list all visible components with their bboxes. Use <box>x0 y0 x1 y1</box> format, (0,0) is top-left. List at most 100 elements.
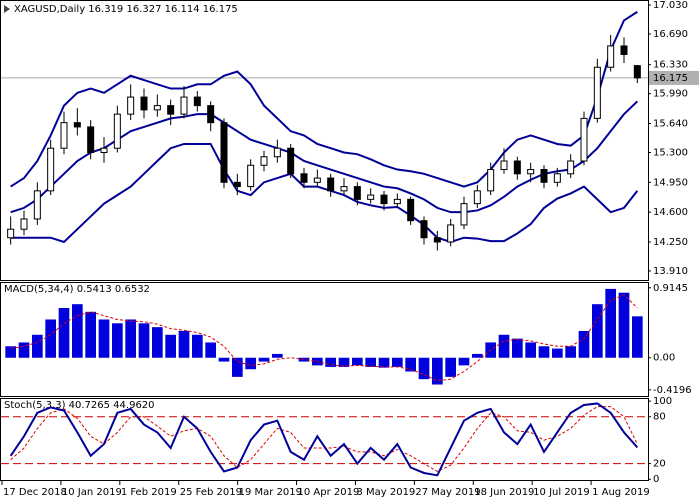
candle-body <box>327 177 335 192</box>
candle-body <box>7 228 15 239</box>
candle-body <box>353 186 361 200</box>
macd-bar <box>232 357 243 377</box>
last-price-label: 16.175 <box>653 73 688 84</box>
macd-title: MACD(5,34,4) 0.5413 0.6532 <box>4 284 150 295</box>
y-tick-label: 14.250 <box>653 237 688 248</box>
candle-body <box>513 160 521 175</box>
candle-body <box>100 147 108 153</box>
macd-bar <box>472 353 483 358</box>
y-tick-label: 0 <box>653 474 659 485</box>
candle-body <box>500 160 508 171</box>
y-tick-label: 15.990 <box>653 89 688 100</box>
macd-bar <box>578 330 590 358</box>
candle-body <box>260 156 268 166</box>
candle-body <box>393 198 401 205</box>
candle-body <box>313 177 321 183</box>
candle-body <box>340 186 348 192</box>
macd-bar <box>258 357 270 362</box>
macd-bar <box>378 357 390 368</box>
macd-bar <box>418 357 430 380</box>
macd-bar <box>338 357 350 367</box>
candle-body <box>207 105 215 124</box>
macd-bar <box>218 357 230 362</box>
x-tick-label: 27 May 2019 <box>415 487 480 498</box>
candle-body <box>540 169 548 183</box>
macd-bar <box>512 338 523 358</box>
candle-body <box>87 126 95 153</box>
x-tick-label: 3 May 2019 <box>356 487 415 498</box>
macd-bar <box>632 316 643 358</box>
last-price-box <box>649 70 699 85</box>
macd-panel <box>0 282 649 397</box>
macd-bar <box>365 357 376 367</box>
macd-bar <box>178 330 190 358</box>
candle-body <box>460 203 468 226</box>
macd-bar <box>152 327 163 358</box>
band-upper <box>10 11 638 188</box>
candle-body <box>193 96 201 107</box>
candle-body <box>233 181 241 188</box>
candle-body <box>567 160 575 175</box>
candle-body <box>47 147 55 192</box>
candle-body <box>487 169 495 192</box>
macd-bar <box>272 353 283 358</box>
x-tick-label: 10 Jul 2019 <box>533 487 590 498</box>
y-tick-label: 14.950 <box>653 177 688 188</box>
macd-bar <box>138 323 150 358</box>
candle-body <box>447 224 455 243</box>
y-tick-label: 17.030 <box>653 0 688 11</box>
y-tick-label: 80 <box>653 412 666 423</box>
y-tick-label: -0.4196 <box>653 385 692 396</box>
band-lower <box>10 142 639 244</box>
candle-body <box>167 105 175 115</box>
candle-body <box>33 190 41 220</box>
band-middle <box>10 100 639 214</box>
candle-body <box>247 164 255 188</box>
stoch-signal <box>10 406 638 472</box>
y-tick-label: 14.600 <box>653 207 688 218</box>
candle-body <box>527 169 535 175</box>
macd-bar <box>72 304 83 358</box>
macd-bar <box>165 334 176 358</box>
candle-body <box>593 66 601 119</box>
candle-body <box>580 117 588 162</box>
y-tick-label: 16.330 <box>653 60 688 71</box>
candle-body <box>607 45 615 68</box>
y-tick-label: 15.640 <box>653 119 688 130</box>
price-panel <box>0 0 649 281</box>
macd-bar <box>112 323 123 358</box>
candle-body <box>287 147 295 175</box>
macd-bar <box>605 288 616 358</box>
x-tick-label: 1 Aug 2019 <box>592 487 650 498</box>
candle-body <box>140 96 148 111</box>
macd-bar <box>498 334 510 358</box>
x-tick-label: 17 Dec 2018 <box>3 487 67 498</box>
macd-bar <box>205 342 216 358</box>
candle-body <box>273 147 281 158</box>
macd-bar <box>552 348 563 358</box>
stoch-panel <box>0 398 649 481</box>
macd-bar <box>432 357 443 385</box>
candle-body <box>60 122 68 149</box>
y-tick-label: 0.00 <box>653 353 675 364</box>
macd-bar <box>525 342 536 358</box>
y-tick-label: 100 <box>653 396 672 407</box>
macd-bar <box>405 357 416 372</box>
y-tick-label: 20 <box>653 459 666 470</box>
candle-body <box>407 198 415 222</box>
candle-body <box>300 173 308 183</box>
candle-body <box>620 45 628 55</box>
x-tick-label: 19 Mar 2019 <box>239 487 302 498</box>
x-tick-label: 10 Apr 2019 <box>298 487 360 498</box>
candle-body <box>633 65 641 79</box>
x-tick-label: 10 Jan 2019 <box>62 487 122 498</box>
macd-bar <box>445 357 456 377</box>
x-tick-label: 18 Jun 2019 <box>474 487 534 498</box>
macd-bar <box>538 346 550 358</box>
candle-body <box>220 122 228 183</box>
candle-body <box>367 194 375 200</box>
x-tick-label: 25 Feb 2019 <box>180 487 242 498</box>
candle-body <box>73 122 81 128</box>
macd-bar <box>352 357 363 366</box>
